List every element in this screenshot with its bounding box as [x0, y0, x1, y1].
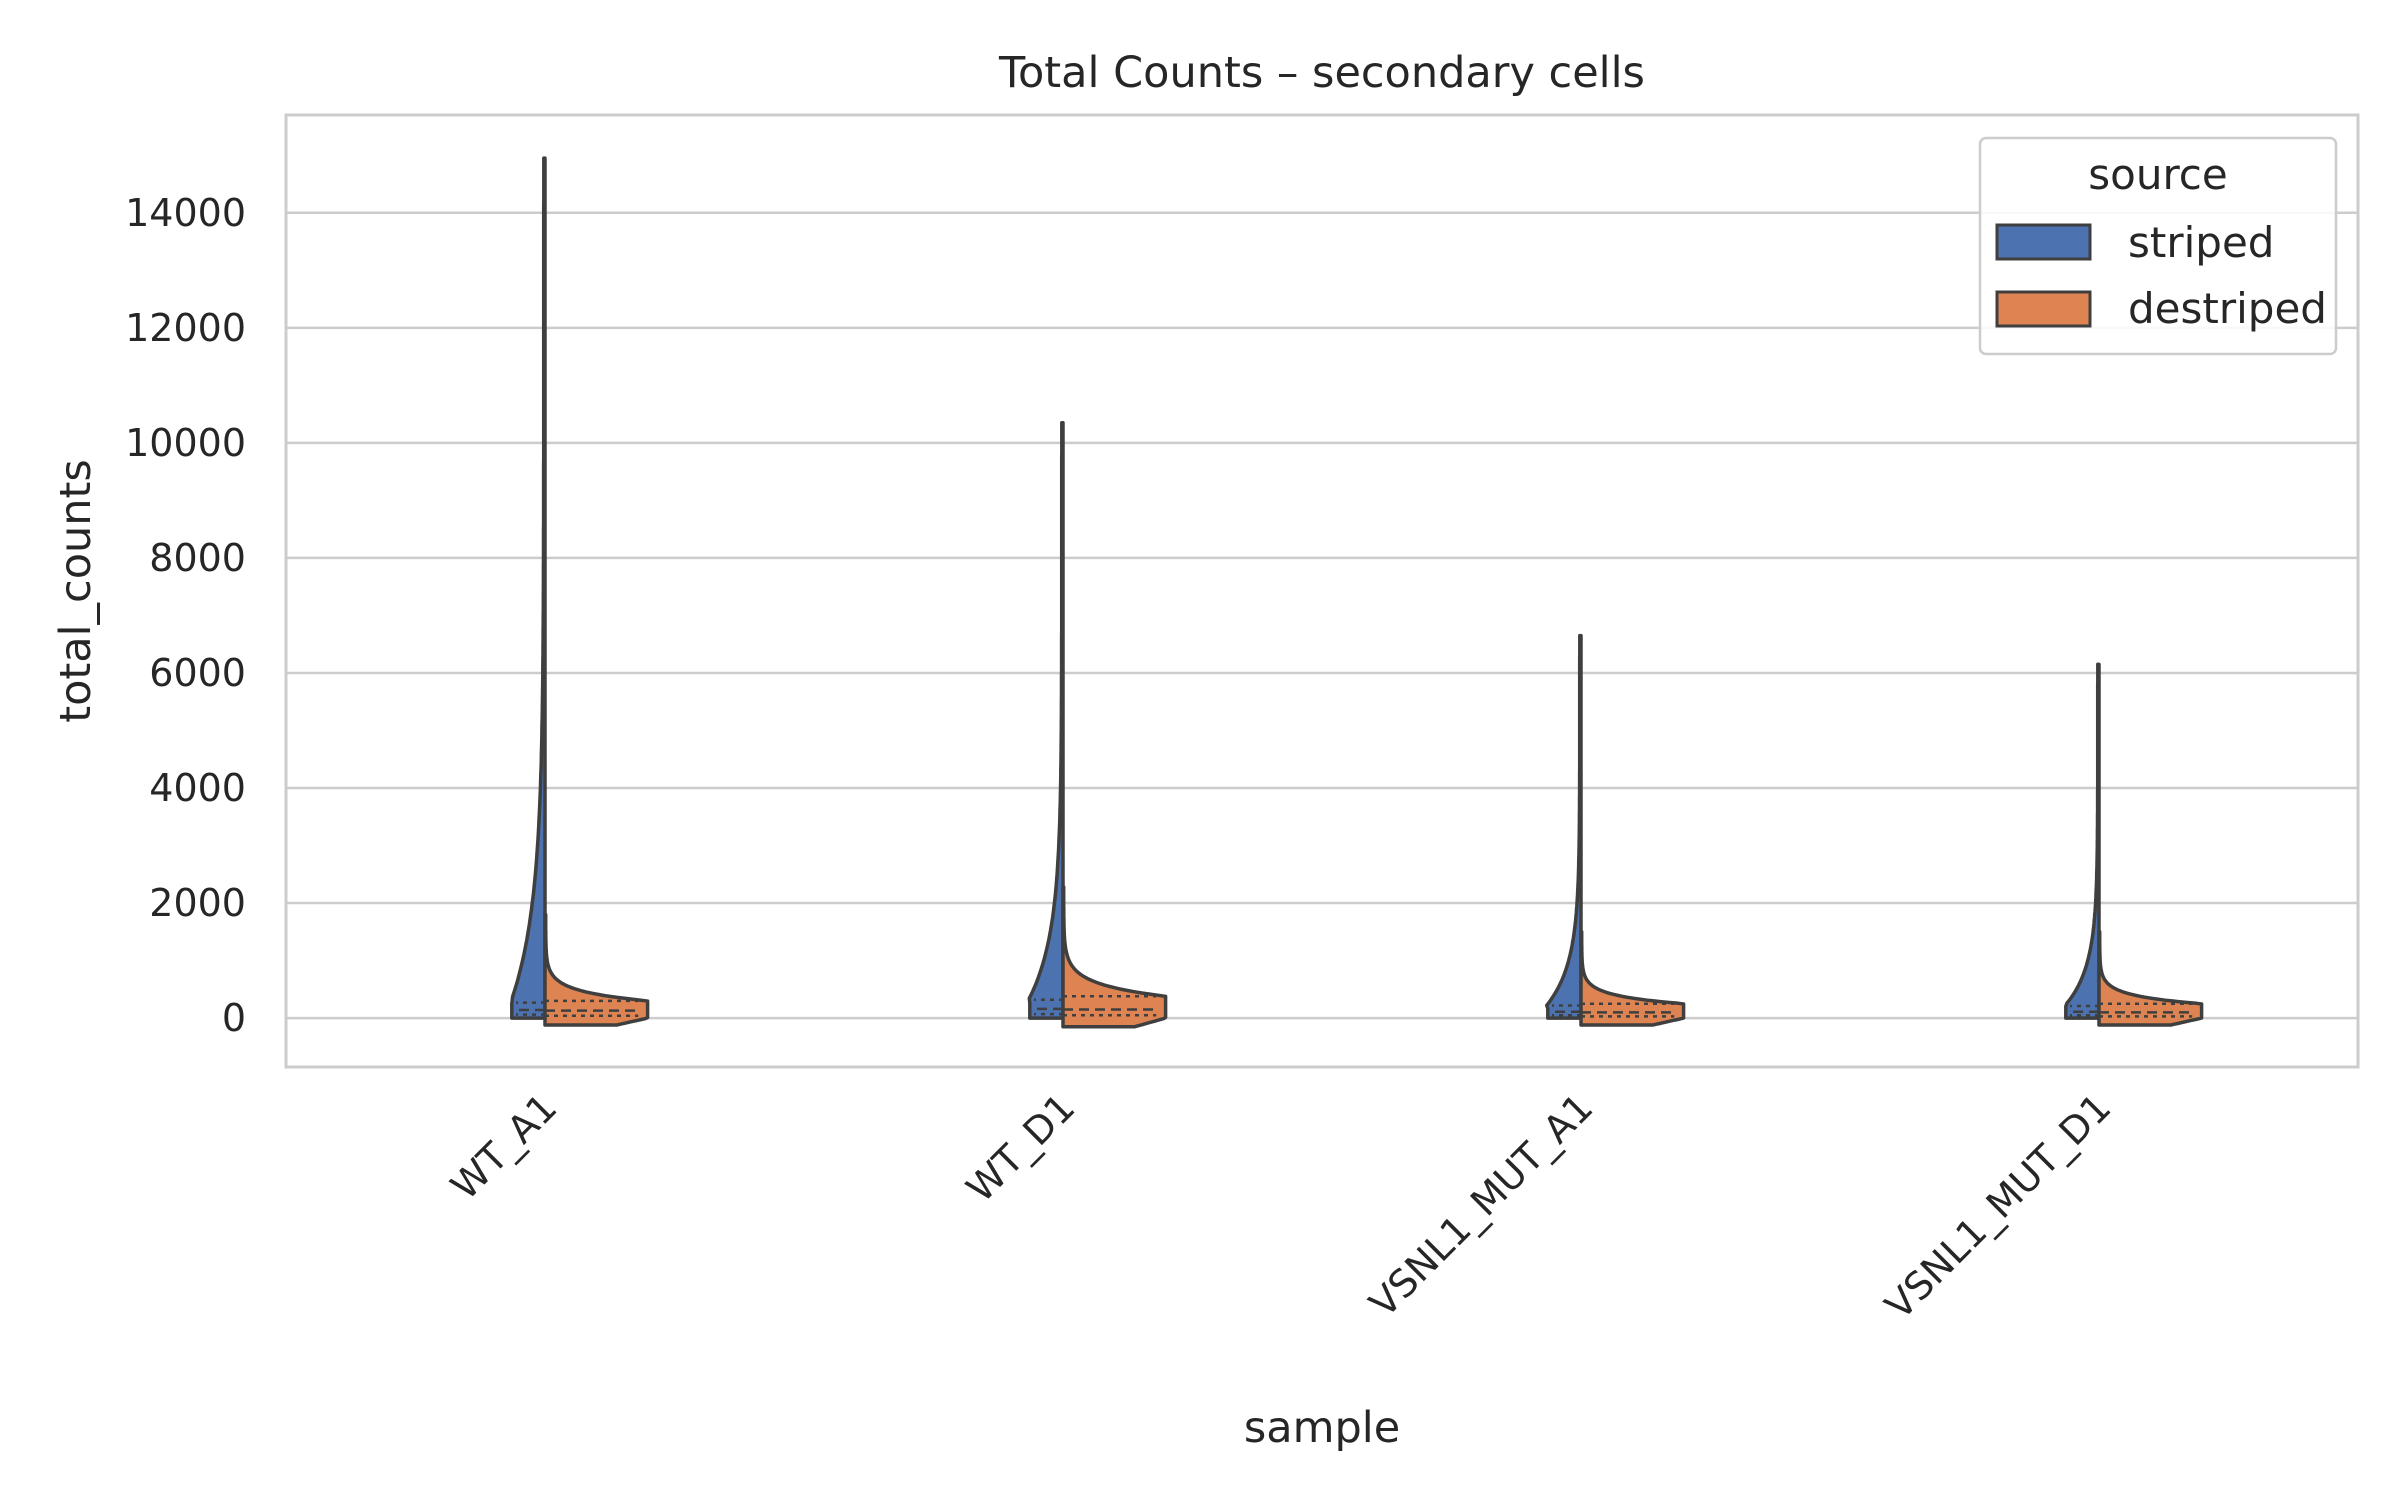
chart-title: Total Counts – secondary cells: [998, 48, 1645, 98]
violins: [510, 156, 2204, 1029]
legend: source striped destriped: [1978, 136, 2338, 356]
x-tick-label: WT_A1: [442, 1085, 565, 1208]
y-tick-label: 0: [222, 996, 246, 1040]
plot-frame: [284, 113, 2360, 1069]
y-tick-label: 4000: [149, 766, 246, 810]
legend-label-striped: striped: [2128, 218, 2274, 267]
x-axis-label: sample: [1244, 1403, 1400, 1453]
y-tick-label: 10000: [125, 421, 246, 465]
legend-swatch-destriped: [1995, 290, 2092, 328]
y-tick-label: 14000: [125, 191, 246, 235]
x-tick-label: VSNL1_MUT_D1: [1877, 1085, 2120, 1328]
legend-label-destriped: destriped: [2128, 284, 2327, 333]
x-tick-labels: WT_A1 WT_D1 VSNL1_MUT_A1 VSNL1_MUT_D1: [442, 1085, 2119, 1328]
y-tick-label: 6000: [149, 651, 246, 695]
y-tick-label: 12000: [125, 306, 246, 350]
x-tick-label: WT_D1: [958, 1085, 1083, 1210]
legend-swatch-striped: [1995, 223, 2092, 261]
y-axis-label: total_counts: [51, 459, 101, 723]
x-tick-label: VSNL1_MUT_A1: [1361, 1085, 1601, 1325]
y-tick-labels: 0 2000 4000 6000 8000 10000 12000 14000: [125, 191, 246, 1040]
legend-title: source: [2088, 150, 2227, 199]
y-tick-label: 8000: [149, 536, 246, 580]
y-tick-label: 2000: [149, 881, 246, 925]
